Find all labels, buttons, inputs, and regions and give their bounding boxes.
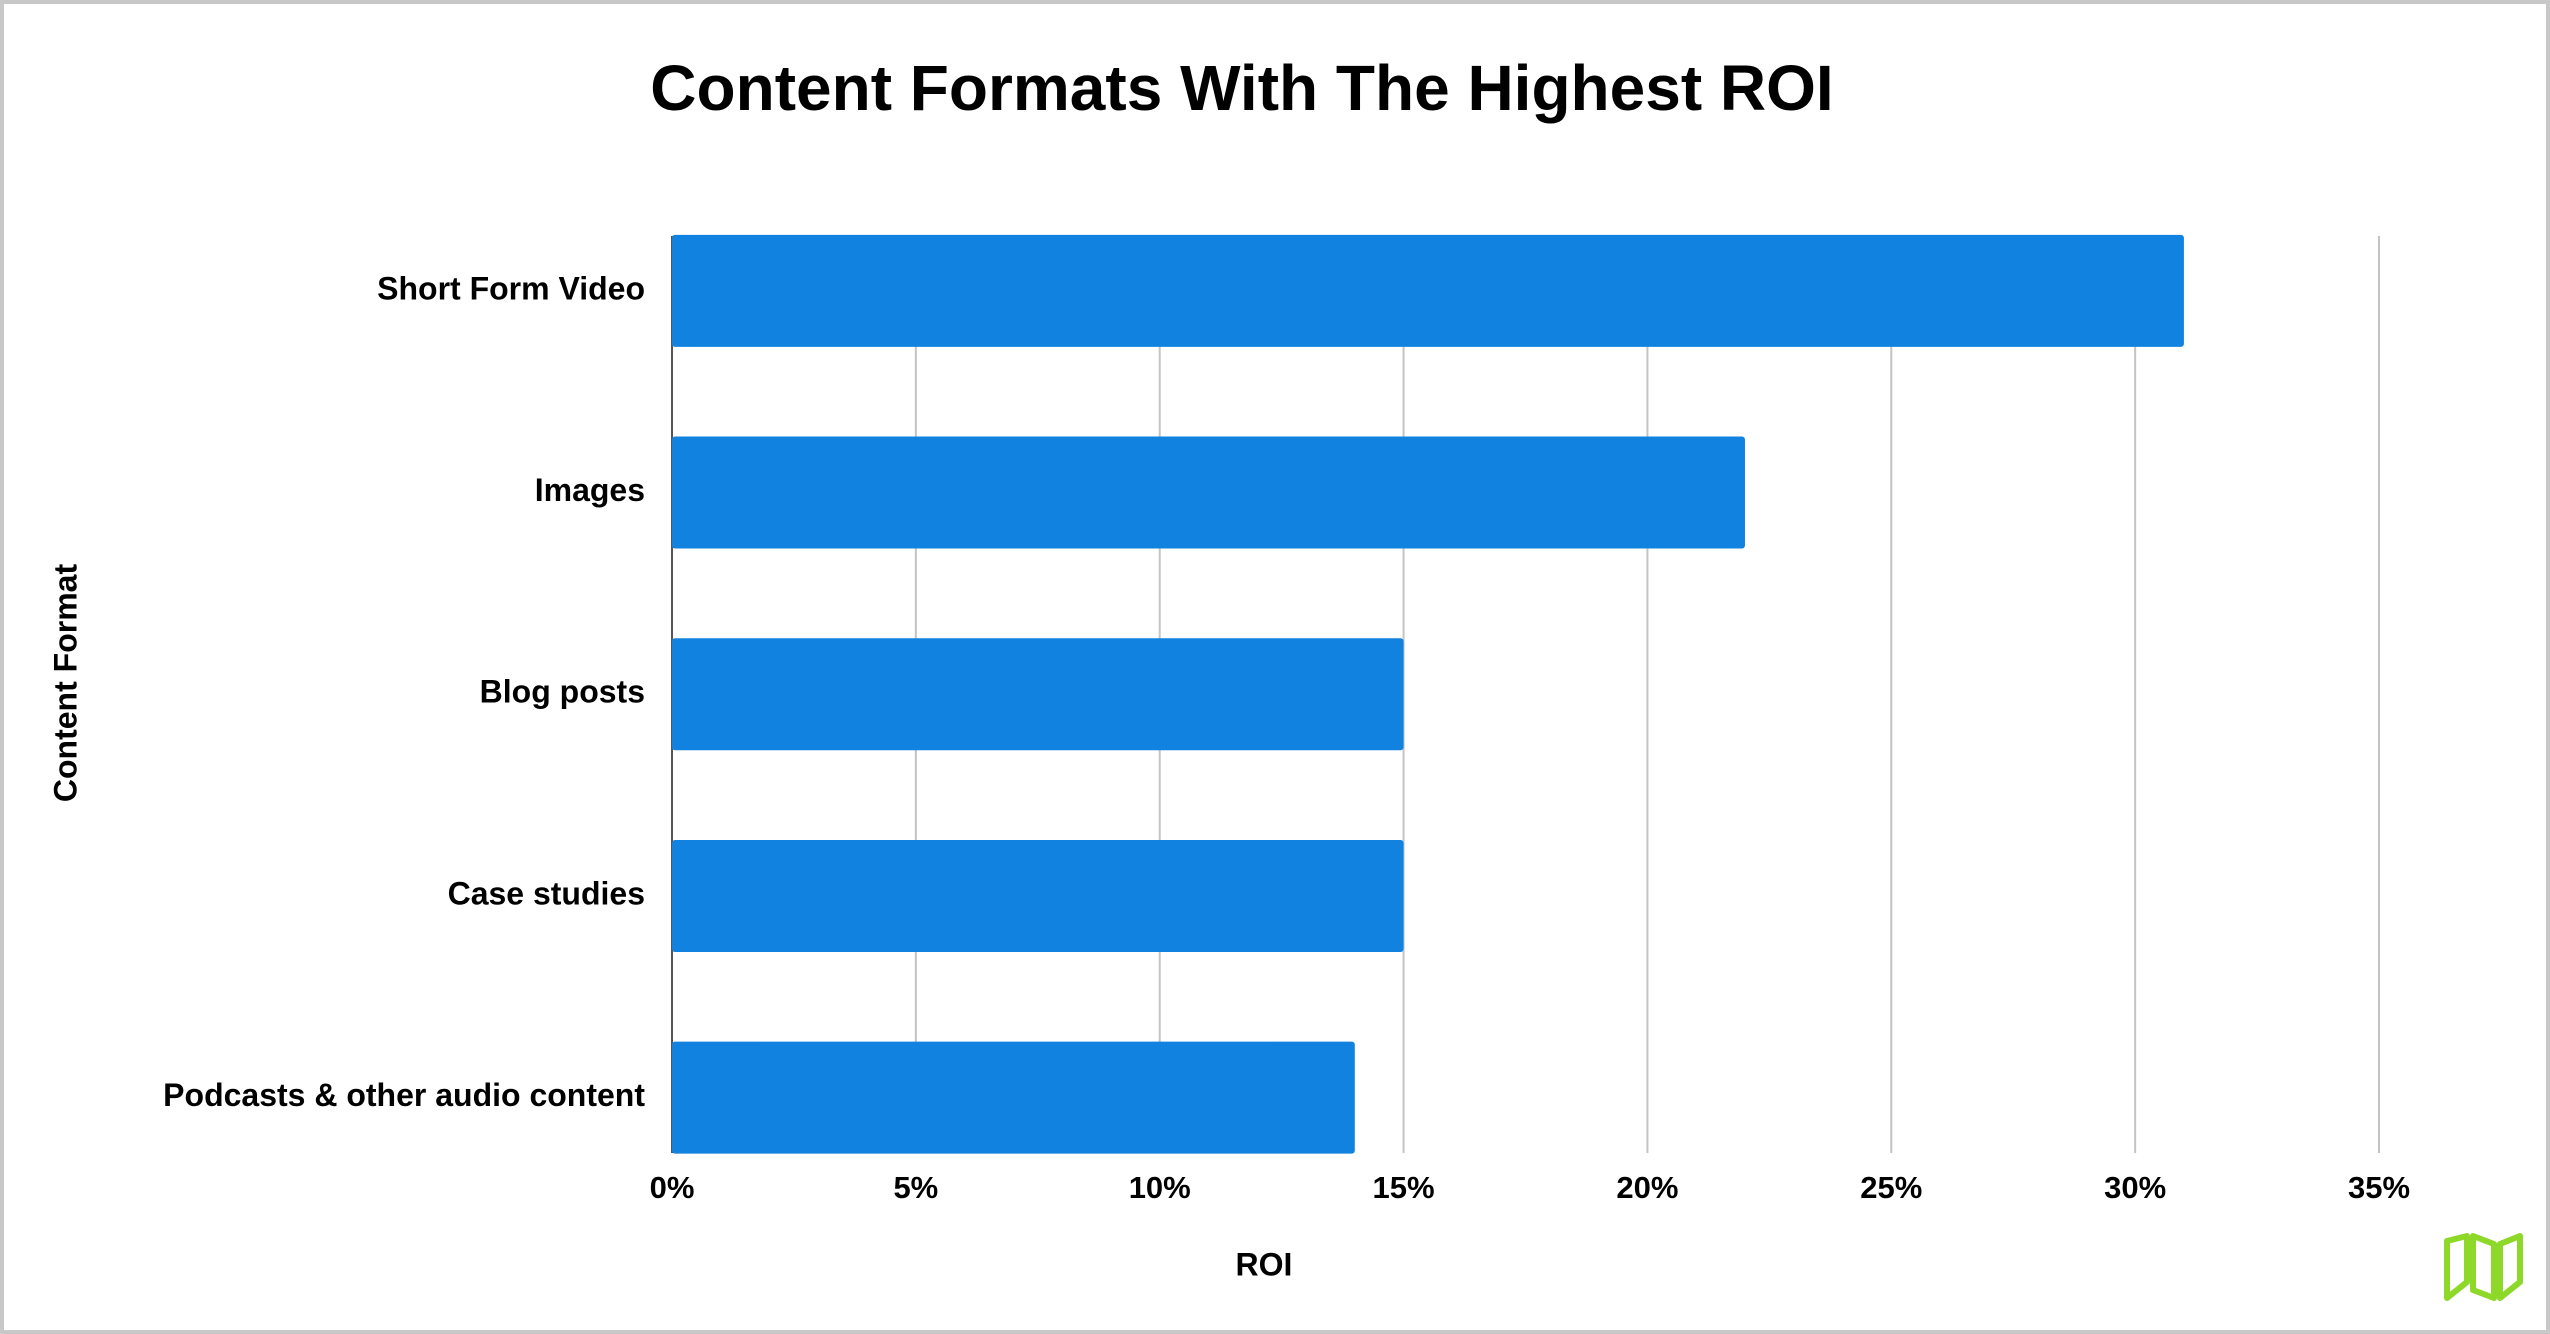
- bar: [672, 1041, 1355, 1154]
- x-tick-label: 30%: [2104, 1170, 2166, 1205]
- x-tick-label: 25%: [1860, 1170, 1922, 1205]
- y-tick-label: Blog posts: [480, 674, 645, 710]
- bar: [672, 638, 1404, 751]
- bar: [672, 839, 1404, 952]
- x-tick-label: 0%: [650, 1170, 695, 1205]
- y-axis-title: Content Format: [47, 564, 83, 803]
- x-tick-label: 20%: [1616, 1170, 1678, 1205]
- y-tick-label: Case studies: [448, 875, 645, 911]
- logo: [2444, 1233, 2523, 1301]
- x-tick-label: 15%: [1373, 1170, 1435, 1205]
- x-tick-label: 35%: [2348, 1170, 2410, 1205]
- x-tick-label: 10%: [1129, 1170, 1191, 1205]
- chart-title: Content Formats With The Highest ROI: [650, 52, 1833, 124]
- x-axis-title: ROI: [1236, 1246, 1293, 1282]
- y-tick-label: Podcasts & other audio content: [163, 1077, 645, 1113]
- bar: [672, 436, 1745, 549]
- x-tick-label: 5%: [893, 1170, 938, 1205]
- y-tick-label: Short Form Video: [377, 270, 645, 306]
- bar: [672, 234, 2184, 347]
- y-tick-label: Images: [535, 472, 645, 508]
